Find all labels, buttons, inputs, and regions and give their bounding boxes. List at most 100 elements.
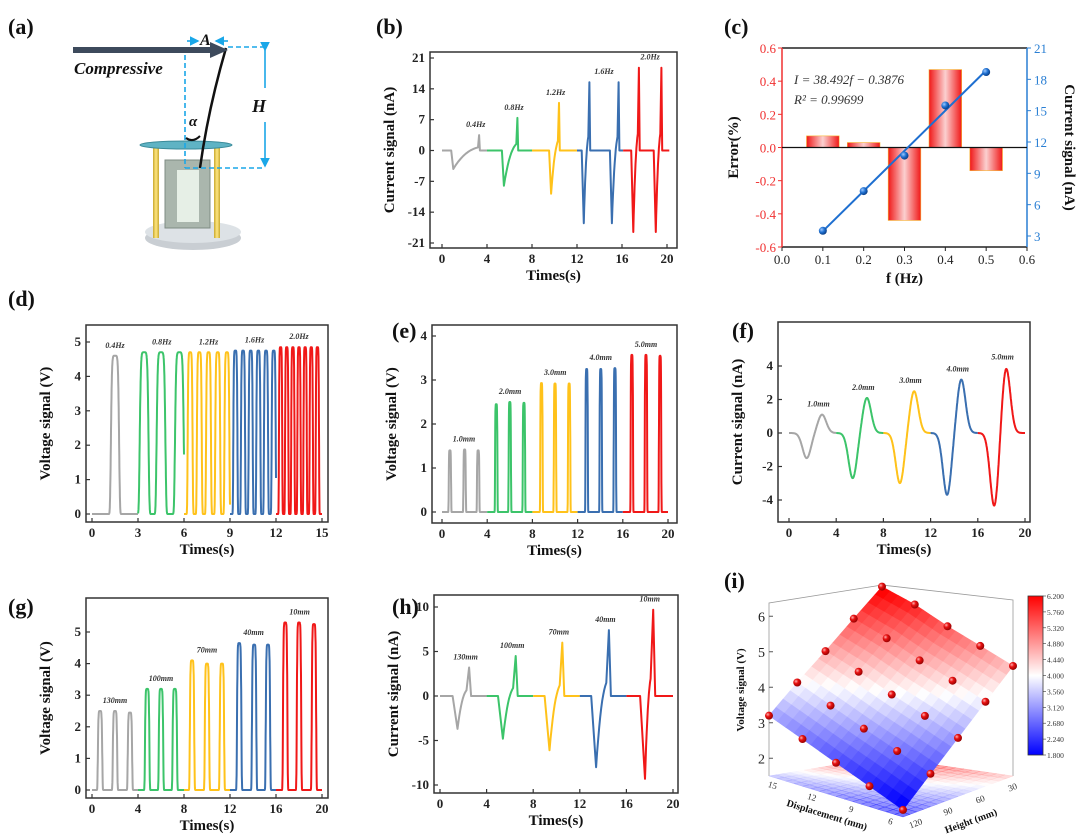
y-axis-title: Voltage signal (V) — [384, 367, 400, 481]
series-4.0mm — [929, 378, 979, 496]
y-tick-label: 2 — [767, 392, 774, 407]
series-label: 1.6Hz — [245, 336, 265, 345]
series-2.0Hz — [275, 346, 323, 515]
data-point — [948, 676, 957, 685]
data-point — [859, 724, 868, 733]
plot-frame — [777, 321, 1031, 523]
series-40mm — [229, 642, 277, 791]
amplitude-label: A — [199, 32, 211, 49]
plot-frame — [433, 594, 679, 794]
z-tick-label: 2 — [758, 752, 765, 767]
y-tick-label-right: 9 — [1034, 166, 1041, 181]
y-tick-label-left: -0.4 — [755, 207, 776, 222]
series-3.0mm — [882, 390, 932, 485]
series-label: 1.0mm — [807, 400, 829, 409]
voltage-axis-title: Voltage signal (V) — [735, 648, 747, 732]
device-window — [177, 170, 199, 222]
panel-label-e: (e) — [392, 318, 416, 343]
series-130mm — [91, 710, 139, 791]
colorbar — [1027, 595, 1044, 756]
panel-label-d: (d) — [8, 286, 35, 311]
series-0.4Hz — [91, 354, 139, 515]
x-tick-label: 0 — [439, 526, 446, 541]
x-tick-label: 20 — [667, 796, 680, 811]
data-point — [920, 711, 929, 720]
series-10mm — [626, 608, 673, 780]
series-3.0mm — [531, 382, 579, 513]
series-label: 2.0mm — [851, 383, 874, 392]
x-tick-label: 0.6 — [1019, 252, 1036, 267]
series-label: 130mm — [453, 653, 477, 662]
series-label: 1.0mm — [453, 435, 475, 444]
x-tick-label: 8 — [529, 251, 536, 266]
y-tick-label: 0 — [75, 506, 82, 521]
series-label: 2.0Hz — [288, 332, 309, 341]
series-label: 1.6Hz — [594, 67, 614, 76]
colorbar-tick-label: 3.120 — [1047, 703, 1064, 712]
data-point — [926, 769, 935, 778]
series-10mm — [275, 621, 323, 791]
panel-label-g: (g) — [8, 594, 34, 619]
arrowhead-icon — [210, 42, 228, 58]
y-tick-label-right: 6 — [1034, 198, 1041, 213]
panel-label-c: (c) — [724, 14, 748, 39]
data-point — [981, 697, 990, 706]
y-tick-label: 10 — [416, 599, 429, 614]
current-point — [818, 226, 827, 235]
x-tick-label: 16 — [620, 796, 634, 811]
x-tick-label: 16 — [971, 525, 985, 540]
data-point — [865, 782, 874, 791]
y-tick-label-left: 0.6 — [760, 41, 777, 56]
x-tick-label: 0.4 — [937, 252, 954, 267]
x-tick-label: 0 — [439, 251, 446, 266]
y-tick-label-left: 0.2 — [760, 107, 776, 122]
x-axis-title: f (Hz) — [886, 271, 923, 287]
series-100mm — [486, 655, 534, 740]
device-top-plate — [139, 140, 233, 150]
colorbar-tick-label: 1.800 — [1047, 751, 1064, 760]
plot-frame — [85, 597, 329, 799]
x-tick-label: 8 — [181, 801, 188, 816]
panel-label-h: (h) — [392, 594, 419, 619]
x-tick-label: 15 — [316, 525, 330, 540]
x-tick-label: 4 — [484, 526, 491, 541]
data-point — [882, 634, 891, 643]
y-tick-label-right: 15 — [1034, 104, 1047, 119]
y-tick-label: 0 — [419, 143, 426, 158]
x-tick-label: 0.3 — [896, 252, 912, 267]
series-5.0mm — [621, 353, 669, 513]
y-tick-label: 4 — [767, 358, 774, 373]
data-point — [954, 733, 962, 742]
x-axis-title: Times(s) — [526, 268, 581, 284]
displacement-tick-label: 6 — [887, 816, 895, 827]
series-4.0mm — [576, 367, 624, 513]
series-label: 5.0mm — [991, 353, 1013, 362]
x-tick-label: 20 — [662, 526, 675, 541]
y-tick-label-left: 0.4 — [760, 74, 777, 89]
x-tick-label: 0.5 — [978, 252, 994, 267]
y-tick-label: 1 — [75, 750, 82, 765]
current-point — [900, 151, 909, 160]
y-tick-label: 2 — [75, 437, 82, 452]
plot-frame — [85, 324, 329, 523]
panel-label-a: (a) — [8, 14, 34, 39]
panel-label-b: (b) — [376, 14, 403, 39]
data-point — [793, 678, 802, 687]
data-point — [878, 582, 886, 591]
series-1.2Hz — [183, 351, 231, 515]
fit-equation: I = 38.492f − 0.3876 — [793, 72, 904, 87]
x-tick-label: 8 — [880, 525, 887, 540]
x-axis-title: Times(s) — [877, 542, 932, 558]
y-tick-label: 1 — [75, 472, 82, 487]
series-2.0Hz — [623, 66, 670, 233]
data-point — [910, 600, 919, 609]
x-tick-label: 12 — [224, 801, 237, 816]
series-70mm — [533, 641, 580, 752]
series-5.0mm — [977, 367, 1026, 507]
x-tick-label: 16 — [270, 801, 284, 816]
data-point — [849, 614, 858, 623]
y-tick-label-right: 21 — [1034, 41, 1047, 56]
device-post-right — [214, 146, 220, 238]
